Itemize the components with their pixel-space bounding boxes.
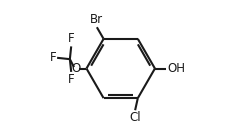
Text: Br: Br <box>90 13 103 26</box>
Text: O: O <box>71 62 81 75</box>
Text: Cl: Cl <box>129 111 140 124</box>
Text: F: F <box>68 32 74 45</box>
Text: F: F <box>49 51 56 64</box>
Text: OH: OH <box>166 62 184 75</box>
Text: F: F <box>68 73 74 86</box>
